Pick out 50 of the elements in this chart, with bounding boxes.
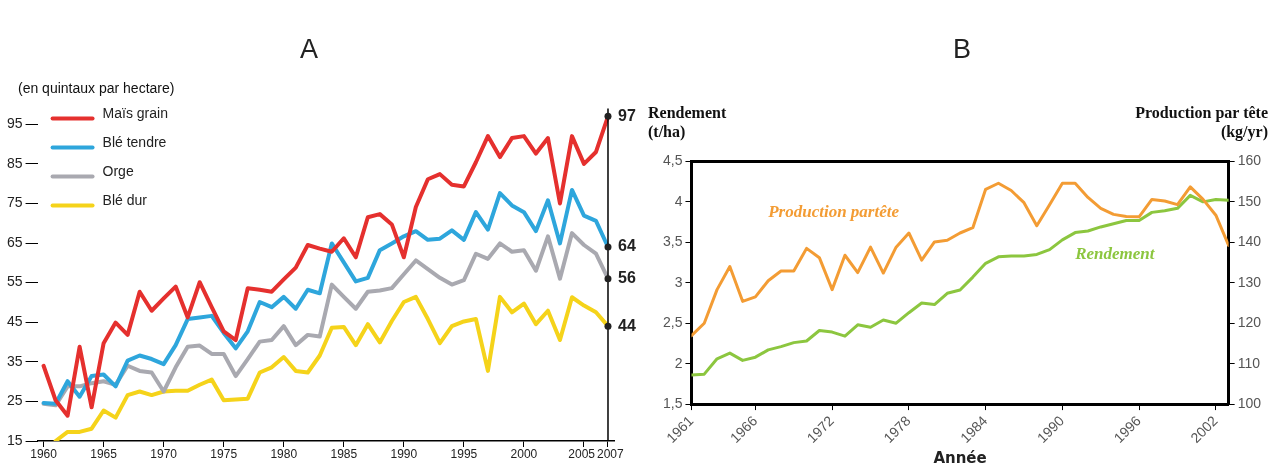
y2-tick-label: 160: [1237, 152, 1262, 169]
x-tick-label: 1960: [30, 447, 58, 462]
y2-tick-label: 100: [1237, 394, 1262, 411]
y2-tick-label: 120: [1237, 314, 1262, 331]
y-tick-label: 45: [6, 313, 23, 330]
x-tick-label: 2007: [596, 447, 625, 462]
y-tick-label: 1,5: [662, 394, 683, 411]
series-label: Production partête: [767, 201, 900, 221]
x-tick-label: 1965: [90, 447, 118, 462]
legend-label: Blé dur: [102, 192, 148, 209]
data-label: 44: [618, 316, 636, 334]
y2-tick-label: 150: [1237, 192, 1262, 209]
y2-tick-label: 140: [1237, 233, 1262, 250]
y-tick-label: 55: [6, 273, 23, 290]
y-tick-label: 35: [6, 352, 23, 369]
data-label: 97: [618, 106, 636, 124]
y-tick-label: 4: [674, 192, 683, 209]
data-label: 56: [618, 269, 636, 287]
legend-label: Blé tendre: [102, 134, 167, 151]
y-tick-label: 75: [6, 194, 23, 211]
data-label: 64: [618, 237, 636, 255]
x-tick-label: 1980: [270, 447, 298, 462]
y-tick-label: 2,5: [662, 314, 683, 331]
y-tick-label: 4,5: [662, 152, 683, 169]
y-tick-label: 3: [674, 273, 683, 290]
chart-title: A: [299, 33, 319, 64]
y-tick-label: 2: [674, 354, 683, 371]
x-tick-label: 2005: [568, 447, 596, 462]
x-tick-label: 1975: [210, 447, 238, 462]
x-tick-label: 1985: [330, 447, 358, 462]
x-tick-label: 1990: [390, 447, 418, 462]
y2-axis-title: Production par tête (kg/yr): [1135, 104, 1268, 142]
y-axis-title: (en quintaux par hectare): [18, 80, 175, 97]
y-tick-label: 85: [6, 154, 23, 171]
chart-title: B: [952, 33, 972, 64]
x-tick-label: 1970: [150, 447, 178, 462]
y-tick-label: 15: [6, 431, 23, 448]
x-tick-label: 1995: [450, 447, 478, 462]
y-tick-label: 25: [6, 392, 23, 409]
legend-label: Maïs grain: [102, 105, 168, 122]
y-tick-label: 65: [6, 233, 23, 250]
y-tick-label: 95: [6, 115, 23, 132]
series-label: Rendement: [1074, 244, 1156, 264]
legend-label: Orge: [102, 163, 134, 180]
y-tick-label: 3,5: [662, 233, 683, 250]
y2-tick-label: 110: [1237, 354, 1261, 371]
y-axis-title: Rendement (t/ha): [648, 104, 727, 142]
x-tick-label: 2000: [510, 447, 538, 462]
y2-tick-label: 130: [1237, 273, 1262, 290]
x-axis-title: Année: [933, 448, 987, 467]
